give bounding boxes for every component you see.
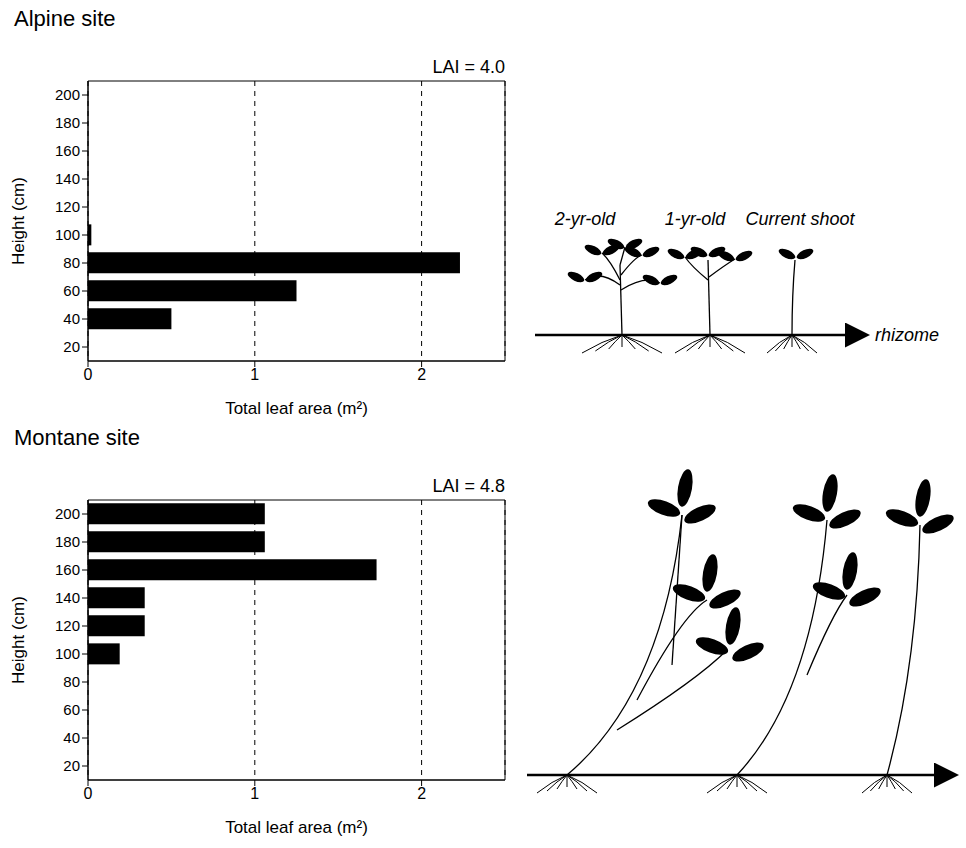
svg-text:2-yr-old: 2-yr-old (554, 209, 617, 229)
svg-text:200: 200 (55, 505, 80, 522)
svg-text:Current shoot: Current shoot (745, 209, 855, 229)
svg-text:120: 120 (55, 198, 80, 215)
svg-text:80: 80 (63, 254, 80, 271)
svg-text:1: 1 (250, 785, 259, 802)
svg-text:60: 60 (63, 701, 80, 718)
svg-text:140: 140 (55, 589, 80, 606)
svg-text:120: 120 (55, 617, 80, 634)
svg-text:80: 80 (63, 673, 80, 690)
svg-text:160: 160 (55, 561, 80, 578)
svg-text:100: 100 (55, 226, 80, 243)
svg-text:1-yr-old: 1-yr-old (665, 209, 727, 229)
svg-text:20: 20 (63, 757, 80, 774)
svg-text:180: 180 (55, 533, 80, 550)
html-text:LAI = 4.8: LAI = 4.8 (432, 476, 505, 496)
svg-text:180: 180 (55, 114, 80, 131)
svg-text:2: 2 (417, 785, 426, 802)
svg-text:100: 100 (55, 645, 80, 662)
svg-text:20: 20 (63, 338, 80, 355)
svg-text:1: 1 (250, 366, 259, 383)
svg-text:140: 140 (55, 170, 80, 187)
svg-text:0: 0 (84, 785, 93, 802)
svg-text:2: 2 (417, 366, 426, 383)
svg-text:0: 0 (84, 366, 93, 383)
svg-text:rhizome: rhizome (875, 325, 939, 345)
svg-text:Height (cm): Height (cm) (9, 596, 28, 684)
svg-text:Total leaf area (m²): Total leaf area (m²) (225, 399, 368, 418)
svg-text:Height (cm): Height (cm) (9, 177, 28, 265)
html-text:Montane site: Montane site (14, 425, 140, 450)
svg-text:40: 40 (63, 729, 80, 746)
svg-text:60: 60 (63, 282, 80, 299)
svg-text:Total leaf area (m²): Total leaf area (m²) (225, 818, 368, 837)
html-text:LAI = 4.0: LAI = 4.0 (432, 57, 505, 77)
svg-text:200: 200 (55, 86, 80, 103)
svg-text:40: 40 (63, 310, 80, 327)
svg-text:160: 160 (55, 142, 80, 159)
html-text:Alpine site: Alpine site (14, 6, 116, 31)
